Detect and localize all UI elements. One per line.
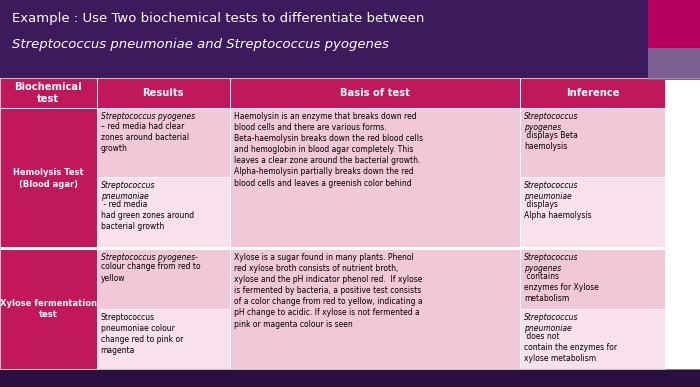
Text: Streptococcus
pneumoniae: Streptococcus pneumoniae (524, 181, 579, 201)
Text: Xylose is a sugar found in many plants. Phenol
red xylose broth consists of nutr: Xylose is a sugar found in many plants. … (234, 253, 422, 329)
Bar (97, 309, 230, 369)
Text: Xylose fermentation
test: Xylose fermentation test (0, 299, 97, 319)
Bar (0, 78, 700, 369)
Text: Inference: Inference (566, 88, 620, 98)
Text: displays
Alpha haemolysis: displays Alpha haemolysis (524, 200, 592, 220)
Bar (230, 108, 520, 249)
Text: does not
contain the enzymes for
xylose metabolism: does not contain the enzymes for xylose … (524, 332, 617, 363)
Bar (0, 249, 97, 369)
Bar (97, 108, 230, 177)
Text: Example : Use Two biochemical tests to differentiate between: Example : Use Two biochemical tests to d… (12, 12, 424, 25)
Bar (648, 48, 700, 80)
Text: – red media had clear
zones around bacterial
growth: – red media had clear zones around bacte… (101, 122, 189, 153)
Text: colour change from red to
yellow: colour change from red to yellow (101, 262, 200, 283)
Text: Streptococcus
pyogenes: Streptococcus pyogenes (524, 253, 579, 273)
Bar (0, 78, 700, 369)
Text: Basis of test: Basis of test (340, 88, 410, 98)
Bar (520, 177, 665, 249)
Bar (520, 108, 665, 177)
Text: Haemolysin is an enzyme that breaks down red
blood cells and there are various f: Haemolysin is an enzyme that breaks down… (234, 112, 423, 188)
Text: Streptococcus
pyogenes: Streptococcus pyogenes (524, 112, 579, 132)
Text: Streptococcus pyogenes: Streptococcus pyogenes (101, 112, 195, 121)
Bar (97, 249, 230, 309)
Bar (0, 247, 700, 249)
Bar (520, 249, 665, 309)
Text: Results: Results (142, 88, 184, 98)
Text: contains
enzymes for Xylose
metabolism: contains enzymes for Xylose metabolism (524, 272, 599, 303)
Bar (97, 177, 230, 249)
Text: Streptococcus
pneumoniae: Streptococcus pneumoniae (101, 181, 155, 201)
Bar (520, 309, 665, 369)
Bar (97, 78, 230, 108)
Bar (0, 108, 97, 249)
Bar (648, 0, 700, 55)
Text: Streptococcus pneumoniae and Streptococcus pyogenes: Streptococcus pneumoniae and Streptococc… (12, 38, 389, 51)
Bar (0, 0, 700, 78)
Text: - red media
had green zones around
bacterial growth: - red media had green zones around bacte… (101, 200, 194, 231)
Bar (230, 78, 520, 108)
Bar (230, 249, 520, 369)
Text: displays Beta
haemolysis: displays Beta haemolysis (524, 131, 578, 151)
Text: Streptococcus
pneumoniae: Streptococcus pneumoniae (524, 313, 579, 333)
Bar (0, 78, 97, 108)
Text: Streptococcus pyogenes-: Streptococcus pyogenes- (101, 253, 197, 262)
Text: Biochemical
test: Biochemical test (15, 82, 82, 104)
Bar (0, 369, 700, 387)
Text: Hemolysis Test
(Blood agar): Hemolysis Test (Blood agar) (13, 168, 83, 188)
Text: Streptococcus
pneumoniae colour
change red to pink or
magenta: Streptococcus pneumoniae colour change r… (101, 313, 183, 355)
Bar (520, 78, 665, 108)
